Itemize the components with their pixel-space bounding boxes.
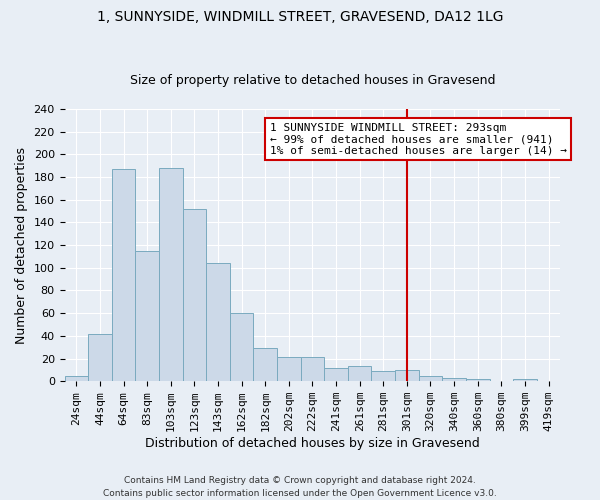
Bar <box>324 368 348 381</box>
Bar <box>301 358 324 381</box>
Bar <box>88 334 112 381</box>
Bar <box>395 370 419 381</box>
Bar <box>253 348 277 381</box>
Title: Size of property relative to detached houses in Gravesend: Size of property relative to detached ho… <box>130 74 495 87</box>
Bar <box>466 379 490 381</box>
Bar <box>206 264 230 381</box>
Y-axis label: Number of detached properties: Number of detached properties <box>15 146 28 344</box>
Bar <box>419 376 442 381</box>
Text: 1 SUNNYSIDE WINDMILL STREET: 293sqm
← 99% of detached houses are smaller (941)
1: 1 SUNNYSIDE WINDMILL STREET: 293sqm ← 99… <box>270 122 567 156</box>
Text: Contains HM Land Registry data © Crown copyright and database right 2024.
Contai: Contains HM Land Registry data © Crown c… <box>103 476 497 498</box>
Bar <box>182 209 206 381</box>
Bar <box>371 371 395 381</box>
Bar <box>159 168 182 381</box>
Bar <box>348 366 371 381</box>
Bar <box>277 358 301 381</box>
X-axis label: Distribution of detached houses by size in Gravesend: Distribution of detached houses by size … <box>145 437 480 450</box>
Text: 1, SUNNYSIDE, WINDMILL STREET, GRAVESEND, DA12 1LG: 1, SUNNYSIDE, WINDMILL STREET, GRAVESEND… <box>97 10 503 24</box>
Bar <box>230 313 253 381</box>
Bar <box>442 378 466 381</box>
Bar <box>65 376 88 381</box>
Bar <box>513 379 537 381</box>
Bar <box>136 251 159 381</box>
Bar <box>112 169 136 381</box>
